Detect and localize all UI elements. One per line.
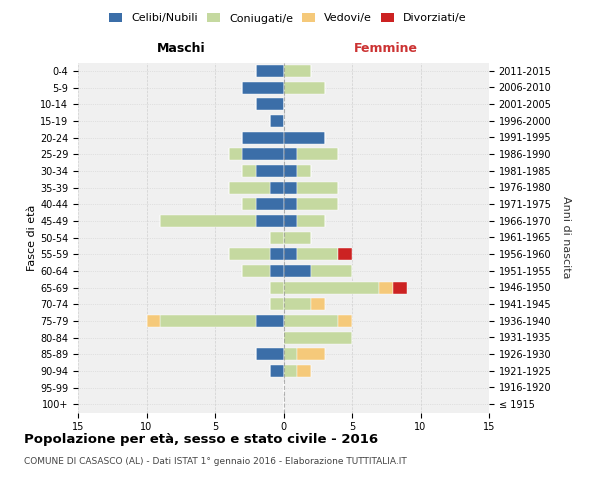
Bar	[256, 65, 284, 77]
Bar	[256, 215, 284, 227]
Bar	[270, 282, 284, 294]
Bar	[242, 165, 256, 177]
Bar	[256, 165, 284, 177]
Bar	[284, 198, 297, 210]
Bar	[270, 115, 284, 127]
Legend: Celibi/Nubili, Coniugati/e, Vedovi/e, Divorziati/e: Celibi/Nubili, Coniugati/e, Vedovi/e, Di…	[109, 13, 467, 24]
Bar	[284, 332, 352, 344]
Bar	[284, 315, 338, 327]
Bar	[270, 182, 284, 194]
Bar	[284, 365, 297, 377]
Bar	[297, 248, 338, 260]
Bar	[160, 215, 256, 227]
Bar	[284, 298, 311, 310]
Bar	[297, 198, 338, 210]
Bar	[270, 248, 284, 260]
Bar	[284, 182, 297, 194]
Bar	[242, 82, 284, 94]
Bar	[284, 215, 297, 227]
Bar	[297, 365, 311, 377]
Bar	[284, 232, 311, 243]
Bar	[297, 215, 325, 227]
Text: Popolazione per età, sesso e stato civile - 2016: Popolazione per età, sesso e stato civil…	[24, 432, 378, 446]
Text: Femmine: Femmine	[354, 42, 418, 56]
Y-axis label: Anni di nascita: Anni di nascita	[561, 196, 571, 278]
Bar	[284, 248, 297, 260]
Bar	[270, 365, 284, 377]
Bar	[256, 98, 284, 110]
Bar	[297, 182, 338, 194]
Bar	[379, 282, 393, 294]
Bar	[311, 298, 325, 310]
Bar	[270, 265, 284, 277]
Y-axis label: Fasce di età: Fasce di età	[27, 204, 37, 270]
Bar	[284, 265, 311, 277]
Bar	[146, 315, 160, 327]
Bar	[256, 315, 284, 327]
Bar	[229, 182, 270, 194]
Bar	[256, 198, 284, 210]
Bar	[242, 132, 284, 143]
Bar	[270, 298, 284, 310]
Bar	[284, 348, 297, 360]
Bar	[297, 165, 311, 177]
Bar	[284, 82, 325, 94]
Bar	[284, 282, 379, 294]
Bar	[284, 65, 311, 77]
Bar	[242, 148, 284, 160]
Bar	[270, 232, 284, 243]
Bar	[311, 265, 352, 277]
Bar	[229, 248, 270, 260]
Bar	[284, 148, 297, 160]
Text: COMUNE DI CASASCO (AL) - Dati ISTAT 1° gennaio 2016 - Elaborazione TUTTITALIA.IT: COMUNE DI CASASCO (AL) - Dati ISTAT 1° g…	[24, 458, 407, 466]
Bar	[297, 148, 338, 160]
Bar	[242, 198, 256, 210]
Bar	[256, 348, 284, 360]
Bar	[284, 165, 297, 177]
Bar	[284, 132, 325, 143]
Text: Maschi: Maschi	[157, 42, 205, 56]
Bar	[393, 282, 407, 294]
Bar	[242, 265, 270, 277]
Bar	[338, 248, 352, 260]
Bar	[297, 348, 325, 360]
Bar	[338, 315, 352, 327]
Bar	[160, 315, 256, 327]
Bar	[229, 148, 242, 160]
